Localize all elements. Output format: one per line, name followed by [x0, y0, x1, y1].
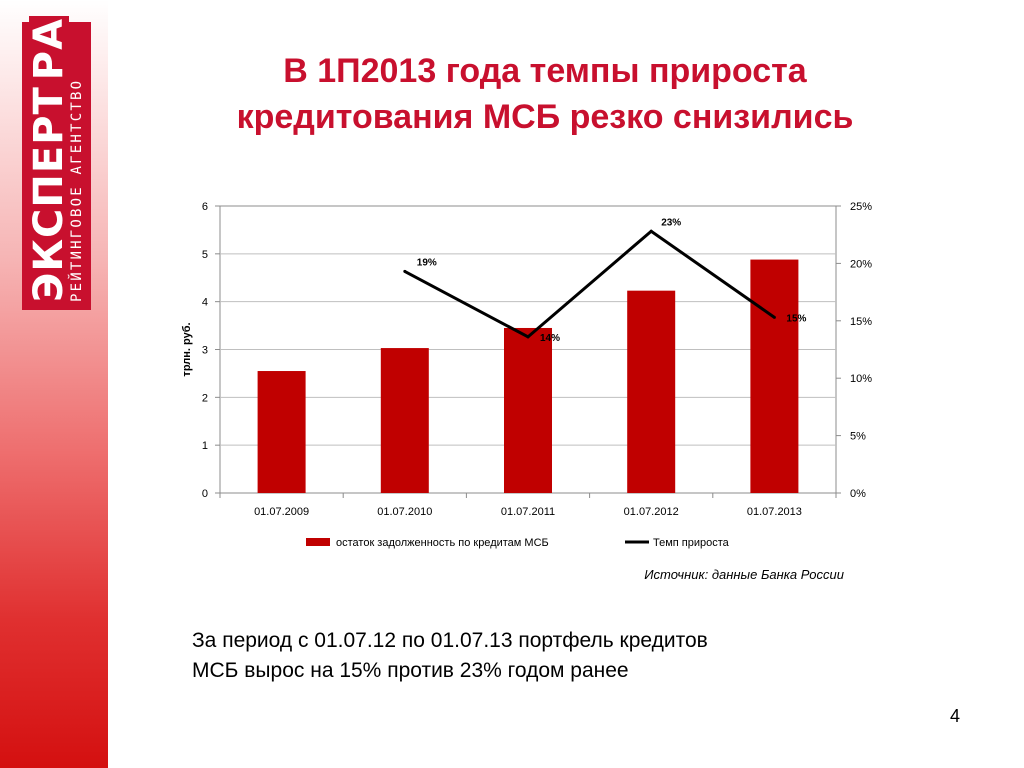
x-axis-tick-label: 01.07.2009 — [254, 506, 309, 518]
y2-axis-tick-label: 25% — [850, 201, 872, 213]
y2-axis-tick-label: 5% — [850, 431, 866, 443]
y2-axis-tick-label: 10% — [850, 373, 872, 385]
legend-label-line: Темп прироста — [653, 537, 730, 549]
y-axis-tick-label: 1 — [202, 440, 208, 452]
summary-line-2: МСБ вырос на 15% против 23% годом ранее — [192, 659, 629, 682]
y-axis-tick-label: 0 — [202, 488, 208, 500]
bar — [750, 259, 799, 493]
page-number: 4 — [950, 706, 961, 726]
summary-text: За период с 01.07.12 по 01.07.13 портфел… — [192, 626, 892, 686]
y-axis-tick-label: 2 — [202, 392, 208, 404]
growth-rate-line — [404, 229, 776, 339]
company-logo: ЭКСПЕРТ РА РЕЙТИНГОВОЕ АГЕНТСТВО — [22, 15, 91, 310]
data-label: 19% — [417, 257, 437, 268]
data-label: 15% — [786, 313, 806, 324]
y-axis-tick-label: 4 — [202, 297, 208, 309]
y2-axis-tick-label: 20% — [850, 258, 872, 270]
y-axis-tick-label: 6 — [202, 201, 208, 213]
data-label: 23% — [661, 217, 681, 228]
bar — [257, 371, 306, 493]
slide-title-line-2: кредитования МСБ резко снизились — [236, 98, 854, 136]
growth-rate-point — [649, 229, 653, 233]
y2-axis-tick-label: 15% — [850, 316, 872, 328]
bar — [627, 290, 676, 493]
y2-axis-tick-label: 0% — [850, 488, 866, 500]
legend-swatch-bars — [306, 538, 330, 546]
x-axis-tick-label: 01.07.2011 — [501, 506, 555, 518]
data-label: 14% — [540, 333, 560, 344]
bar — [380, 348, 429, 493]
growth-rate-point — [772, 315, 776, 319]
summary-line-1: За период с 01.07.12 по 01.07.13 портфел… — [192, 629, 708, 652]
x-axis-tick-label: 01.07.2012 — [624, 506, 679, 518]
bar — [504, 327, 552, 493]
y-axis-title: трлн. руб. — [181, 322, 193, 376]
slide-title: В 1П2013 года темпы прироста кредитовани… — [130, 48, 960, 140]
y-axis-tick-label: 3 — [202, 345, 208, 357]
growth-rate-point — [403, 269, 407, 273]
y-axis-tick-label: 5 — [202, 249, 208, 261]
x-axis-tick-label: 01.07.2013 — [747, 506, 802, 518]
growth-rate-point — [526, 335, 530, 339]
source-note: Источник: данные Банка России — [644, 567, 844, 582]
legend-label-bars: остаток задолженность по кредитам МСБ — [336, 537, 549, 549]
slide-title-line-1: В 1П2013 года темпы прироста — [283, 52, 807, 90]
x-axis-tick-label: 01.07.2010 — [377, 506, 432, 518]
